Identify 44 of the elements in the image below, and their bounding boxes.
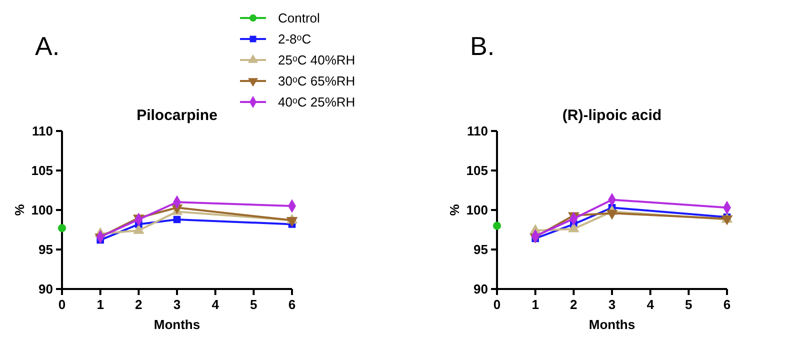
legend-label: 2-8ᵒC <box>278 32 312 47</box>
point <box>58 224 66 232</box>
x-tick-label: 5 <box>685 297 692 312</box>
x-tick-label: 0 <box>493 297 501 312</box>
chart-title: (R)-lipoic acid <box>562 107 662 124</box>
x-tick-label: 1 <box>532 297 539 312</box>
x-tick-label: 3 <box>173 297 181 312</box>
y-tick-label: 95 <box>38 242 53 258</box>
y-tick-label: 90 <box>38 282 53 297</box>
y-tick-label: 100 <box>466 202 488 218</box>
chart-title: Pilocarpine <box>136 107 218 124</box>
legend-label: 40ᵒC 25%RH <box>278 94 356 110</box>
point <box>286 216 298 226</box>
point <box>606 210 618 220</box>
y-tick-label: 100 <box>31 202 53 218</box>
x-tick-label: 2 <box>570 297 578 312</box>
y-tick-label: 110 <box>467 124 488 139</box>
legend-label: 30ᵒC 65%RH <box>278 74 356 89</box>
y-tick-label: 90 <box>474 282 488 297</box>
y-tick-label: 95 <box>474 242 488 258</box>
text: A. <box>35 31 60 61</box>
x-tick-label: 2 <box>135 297 142 312</box>
x-tick-label: 5 <box>250 297 258 312</box>
x-tick-label: 0 <box>58 297 66 312</box>
x-tick-label: 1 <box>96 297 104 312</box>
point <box>492 222 502 230</box>
text: B. <box>470 31 495 61</box>
x-axis-title: Months <box>588 317 636 332</box>
x-tick-label: 3 <box>608 297 616 312</box>
legend-label: 25ᵒC 40%RH <box>278 52 356 68</box>
point <box>568 222 579 232</box>
point <box>173 216 181 224</box>
y-tick-label: 105 <box>466 163 488 178</box>
x-axis-title: Months <box>154 317 200 332</box>
legend-label: Control <box>278 10 320 26</box>
y-axis-title: % <box>447 204 462 216</box>
x-tick-label: 4 <box>646 297 655 312</box>
y-axis-title: % <box>12 204 27 216</box>
x-tick-label: 6 <box>288 297 296 312</box>
y-tick-label: 105 <box>31 163 53 178</box>
point <box>133 224 144 234</box>
y-tick-label: 110 <box>32 124 53 139</box>
x-tick-label: 6 <box>723 297 731 312</box>
x-tick-label: 4 <box>212 297 220 312</box>
